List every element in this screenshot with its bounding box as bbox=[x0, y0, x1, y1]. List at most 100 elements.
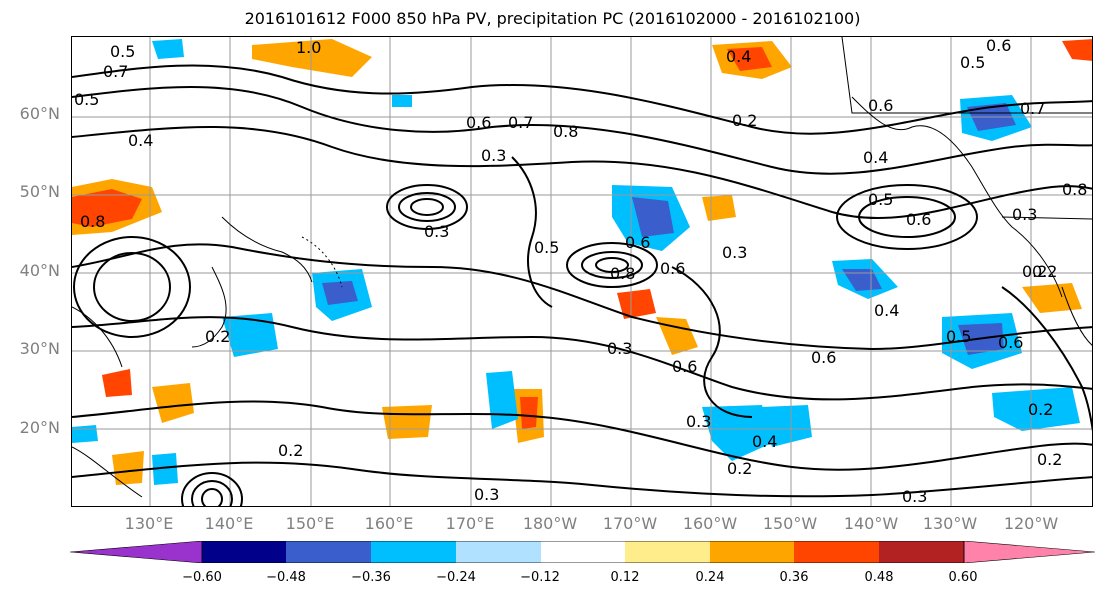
lat-label-30n: 30°N bbox=[19, 339, 60, 358]
precip-positive-patch bbox=[656, 317, 698, 355]
colorbar-segment bbox=[710, 541, 794, 563]
contour-label: 0.8 bbox=[553, 122, 579, 141]
map-title: 2016101612 F000 850 hPa PV, precipitatio… bbox=[244, 9, 861, 28]
contour-label: 0.2 bbox=[205, 327, 231, 346]
precip-positive-patch bbox=[727, 47, 772, 71]
colorbar-tick: −0.48 bbox=[266, 570, 306, 585]
lon-label: 130°W bbox=[922, 514, 978, 533]
contour-label: 1.0 bbox=[296, 38, 322, 57]
lat-label-40n: 40°N bbox=[19, 261, 60, 280]
contour-label: 0.8 bbox=[1062, 180, 1088, 199]
contour-label: 0.6 bbox=[998, 333, 1024, 352]
colorbar-segment bbox=[202, 541, 286, 563]
contour-label: 0.4 bbox=[752, 432, 778, 451]
lon-label: 180°W bbox=[522, 514, 578, 533]
precip-positive-patch bbox=[1062, 39, 1092, 61]
contour-label: 0.6 bbox=[906, 210, 932, 229]
contour-label: 0.4 bbox=[128, 131, 154, 150]
colorbar-segment bbox=[625, 541, 710, 563]
colorbar-tick: 0.48 bbox=[864, 570, 894, 585]
contour-label: 0.5 bbox=[74, 90, 100, 109]
contour-label: 0.2 bbox=[1032, 262, 1058, 281]
lon-label: 170°E bbox=[445, 514, 495, 533]
precip-positive-patch bbox=[152, 383, 194, 423]
precip-negative-patch bbox=[322, 281, 358, 305]
contour-label: 0.6 bbox=[986, 36, 1012, 55]
contour-label: 0.7 bbox=[103, 62, 129, 81]
colorbar bbox=[70, 541, 1095, 563]
colorbar-tick: −0.60 bbox=[182, 570, 222, 585]
contour-label: 0.6 bbox=[466, 113, 492, 132]
precip-negative-patch bbox=[222, 313, 278, 357]
precip-negative-patch bbox=[152, 39, 184, 59]
contour-label: 0.3 bbox=[722, 243, 748, 262]
contour-label: 0.3 bbox=[424, 222, 450, 241]
colorbar-segment bbox=[541, 541, 625, 563]
lon-label: 170°W bbox=[602, 514, 658, 533]
contour-label: 0.2 bbox=[1022, 262, 1048, 281]
colorbar-tick: −0.12 bbox=[520, 570, 560, 585]
lat-label-50n: 50°N bbox=[19, 182, 60, 201]
contour-label: 0.2 bbox=[727, 459, 753, 478]
precip-positive-patch bbox=[617, 289, 656, 319]
colorbar-segment bbox=[70, 541, 203, 563]
contour-label: 0.3 bbox=[474, 485, 500, 504]
precip-negative-patch bbox=[392, 95, 412, 107]
colorbar-tick: −0.24 bbox=[436, 570, 476, 585]
gridlines bbox=[72, 37, 1092, 506]
lon-label: 150°E bbox=[285, 514, 335, 533]
contour-label: 0.5 bbox=[868, 190, 894, 209]
lon-label: 120°W bbox=[1003, 514, 1059, 533]
contour-label: 0.6 bbox=[625, 233, 651, 252]
contour-label: 0.5 bbox=[110, 42, 136, 61]
precip-negative-patch bbox=[842, 269, 882, 291]
contour-label: 0.6 bbox=[660, 259, 686, 278]
colorbar-tick: 0.36 bbox=[779, 570, 809, 585]
lon-label: 140°E bbox=[204, 514, 254, 533]
precip-negative-patch bbox=[72, 425, 98, 443]
map-panel[interactable] bbox=[71, 36, 1093, 507]
colorbar-tick: 0.24 bbox=[695, 570, 725, 585]
contour-label: 0.4 bbox=[874, 301, 900, 320]
precip-positive-patch bbox=[252, 39, 372, 77]
contour-label: 0.6 bbox=[811, 348, 837, 367]
lat-label-20n: 20°N bbox=[19, 418, 60, 437]
contour-label: 0.3 bbox=[686, 412, 712, 431]
colorbar-segment bbox=[286, 541, 371, 563]
colorbar-segment bbox=[963, 541, 1095, 563]
colorbar-tick: 0.60 bbox=[948, 570, 978, 585]
lat-label-60n: 60°N bbox=[19, 104, 60, 123]
precip-positive-patch bbox=[702, 195, 736, 221]
contour-label: 0.7 bbox=[508, 113, 534, 132]
lon-label: 150°W bbox=[762, 514, 818, 533]
contour-label: 0.2 bbox=[1037, 450, 1063, 469]
contour-label: 0.5 bbox=[946, 327, 972, 346]
precip-negative-patch bbox=[632, 197, 674, 237]
map-canvas bbox=[72, 37, 1092, 506]
colorbar-segment bbox=[879, 541, 964, 563]
colorbar-segment bbox=[456, 541, 541, 563]
precip-positive-patch bbox=[1022, 283, 1082, 313]
precip-negative-patch bbox=[702, 405, 772, 461]
coastlines bbox=[72, 37, 1092, 498]
lon-label: 130°E bbox=[124, 514, 174, 533]
colorbar-tick: 0.12 bbox=[610, 570, 640, 585]
contour-label: 0.3 bbox=[481, 146, 507, 165]
contour-label: 0.5 bbox=[960, 53, 986, 72]
lon-label: 160°E bbox=[364, 514, 414, 533]
contour-label: 0.8 bbox=[80, 212, 106, 231]
precip-negative-patch bbox=[152, 453, 178, 485]
precip-negative-patch bbox=[992, 387, 1080, 431]
colorbar-segment bbox=[794, 541, 879, 563]
contour-label: 0.6 bbox=[672, 357, 698, 376]
colorbar-tick: −0.36 bbox=[351, 570, 391, 585]
contour-label: 0.5 bbox=[534, 238, 560, 257]
precip-positive-patch bbox=[520, 397, 538, 429]
contour-label: 0.3 bbox=[902, 487, 928, 506]
pv-contours bbox=[72, 64, 1092, 506]
precip-positive-patch bbox=[102, 369, 132, 397]
contour-label: 0.8 bbox=[610, 264, 636, 283]
colorbar-segment bbox=[371, 541, 456, 563]
contour-label: 0.6 bbox=[868, 96, 894, 115]
lon-label: 160°W bbox=[682, 514, 738, 533]
